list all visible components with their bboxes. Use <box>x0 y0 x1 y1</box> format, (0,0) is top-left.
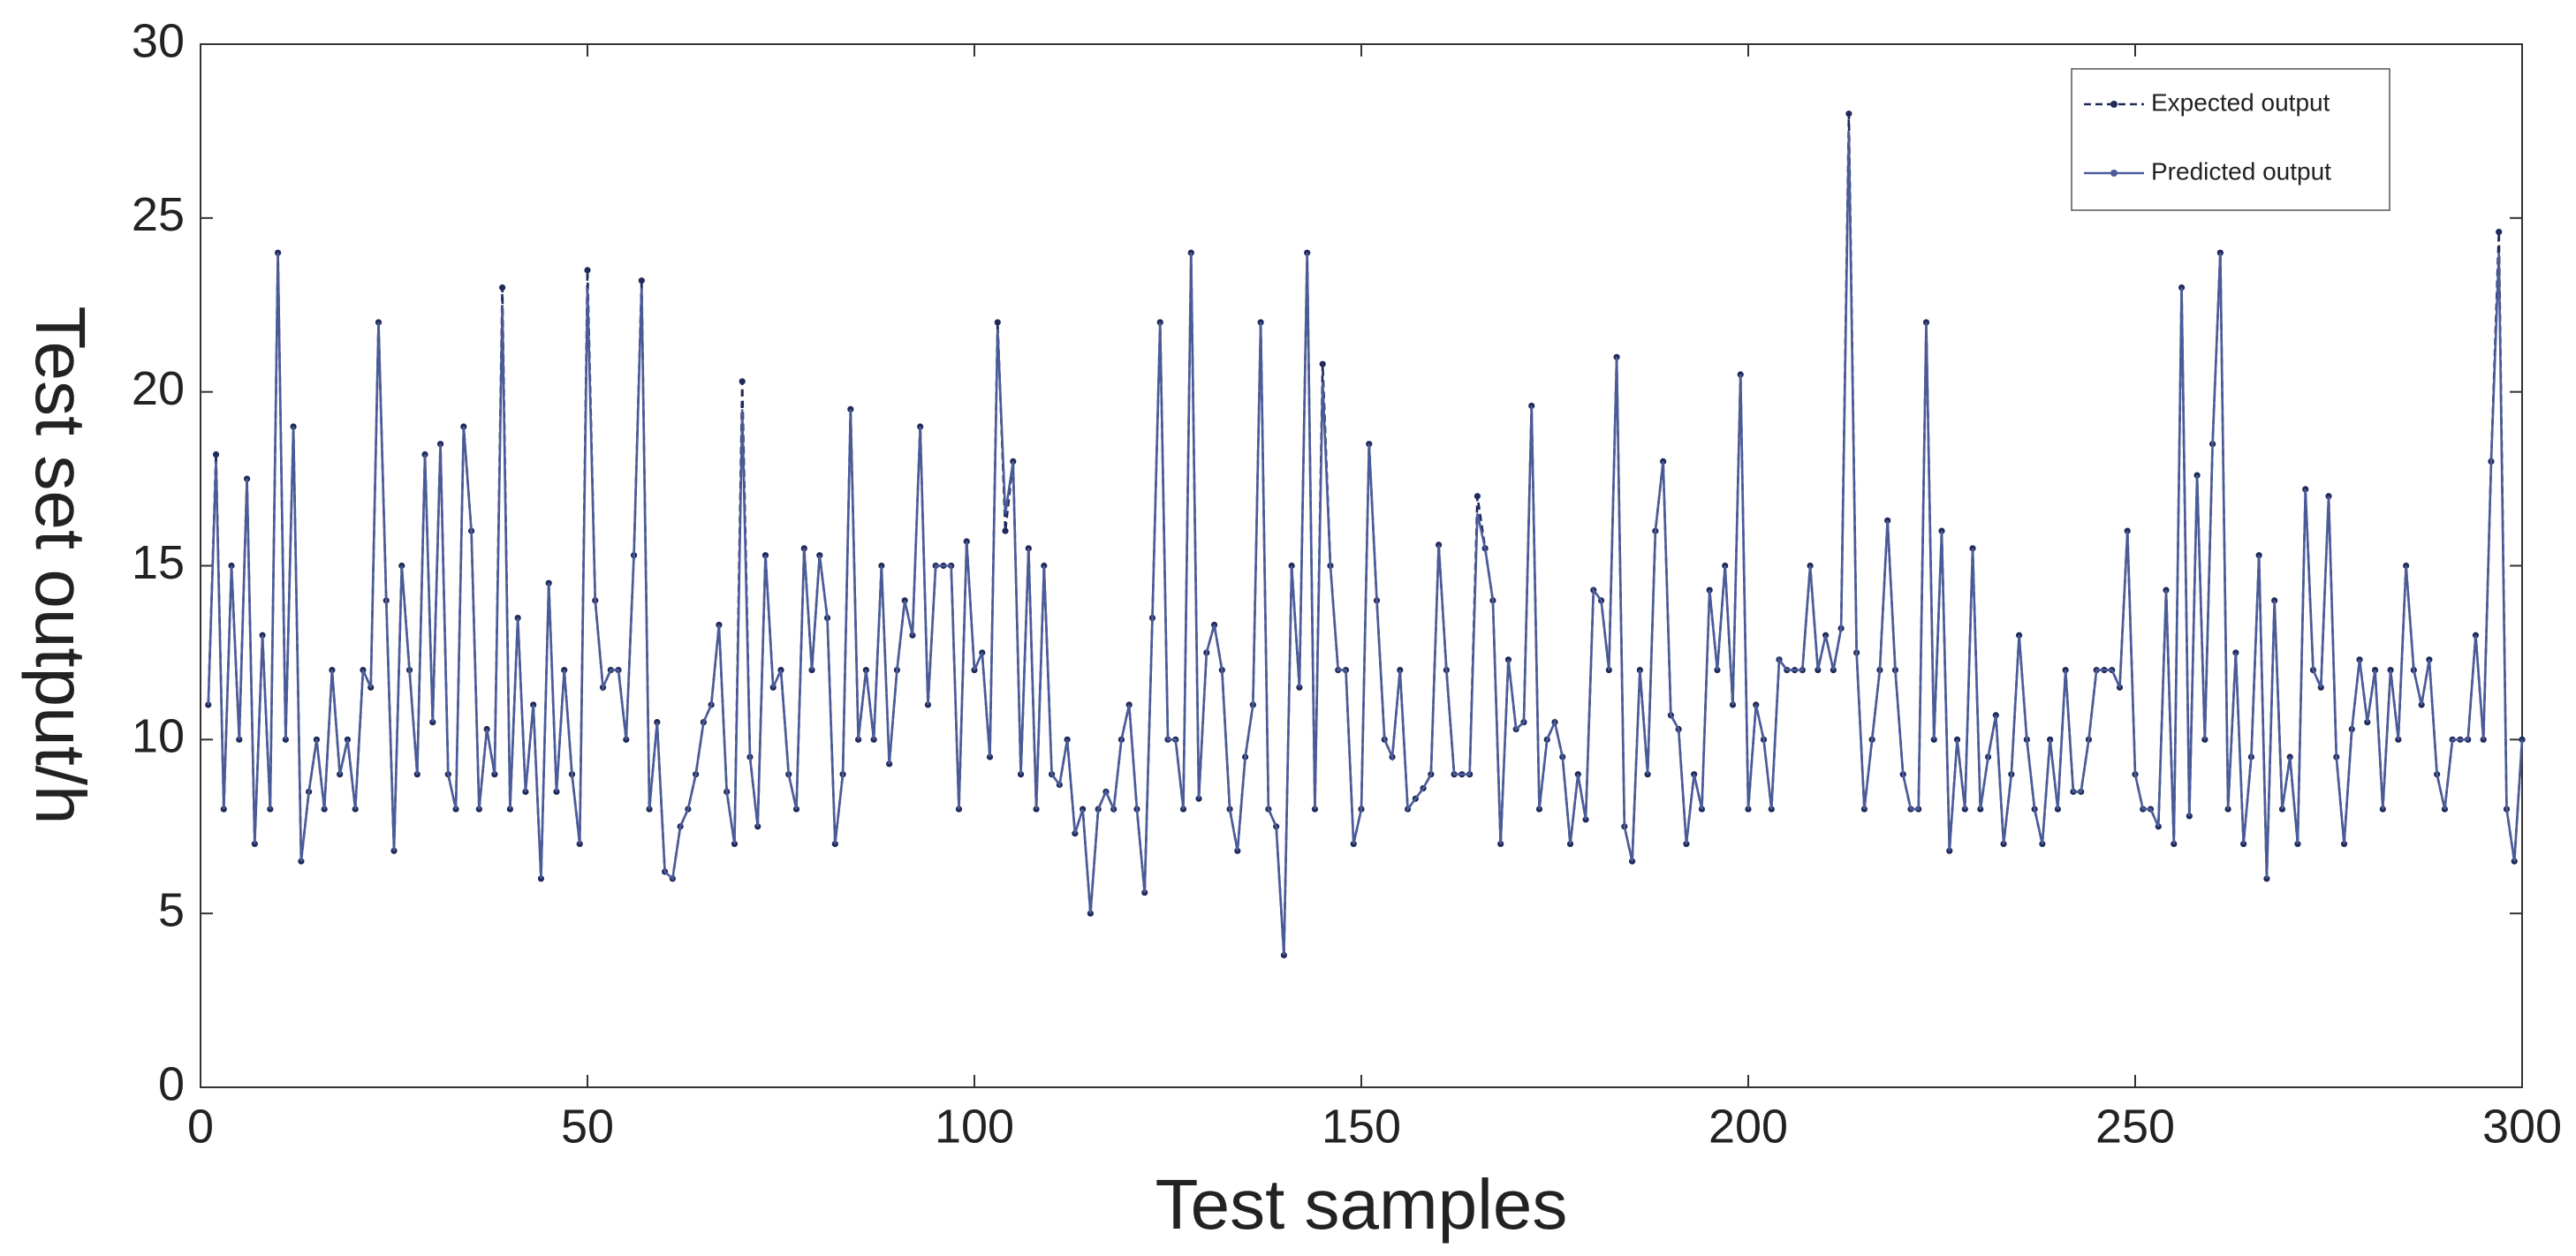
legend-label: Predicted output <box>2151 157 2331 185</box>
y-tick-label: 20 <box>132 362 185 415</box>
legend-box <box>2071 68 2390 211</box>
point-marker <box>739 378 746 385</box>
point-marker <box>1845 110 1852 117</box>
y-tick-label: 15 <box>132 536 185 589</box>
x-tick-label: 200 <box>1708 1100 1788 1153</box>
y-tick-label: 0 <box>158 1057 185 1110</box>
y-tick-label: 5 <box>158 883 185 936</box>
y-tick-label: 10 <box>132 710 185 763</box>
x-tick-label: 150 <box>1322 1100 1401 1153</box>
point-marker <box>994 319 1001 326</box>
point-marker <box>638 277 645 284</box>
x-tick-label: 50 <box>561 1100 614 1153</box>
x-tick-label: 250 <box>2095 1100 2175 1153</box>
legend-label: Expected output <box>2151 88 2330 116</box>
legend-marker <box>2110 170 2118 177</box>
point-marker <box>1002 527 1009 534</box>
point-marker <box>499 284 506 291</box>
y-axis-title: Test set output/h <box>21 306 100 824</box>
point-marker <box>1319 360 1326 367</box>
x-tick-label: 0 <box>187 1100 214 1153</box>
y-tick-label: 25 <box>132 188 185 241</box>
x-tick-label: 100 <box>935 1100 1014 1153</box>
x-axis-title: Test samples <box>1155 1165 1568 1244</box>
y-tick-label: 30 <box>132 14 185 67</box>
x-tick-label: 300 <box>2482 1100 2562 1153</box>
point-marker <box>205 701 212 708</box>
point-marker <box>584 267 591 274</box>
series-line <box>207 131 2524 956</box>
point-marker <box>1474 493 1481 500</box>
legend-marker <box>2110 101 2118 108</box>
point-marker <box>2496 228 2503 236</box>
point-marker <box>212 450 220 458</box>
